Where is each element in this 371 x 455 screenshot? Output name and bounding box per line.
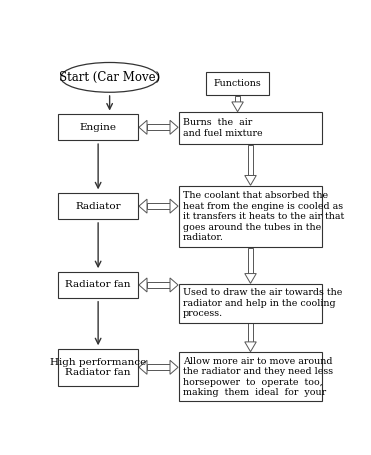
Polygon shape (245, 176, 256, 185)
FancyBboxPatch shape (179, 284, 322, 323)
Text: Functions: Functions (214, 79, 262, 88)
Text: The coolant that absorbed the
heat from the engine is cooled as
it transfers it : The coolant that absorbed the heat from … (183, 192, 344, 242)
FancyBboxPatch shape (58, 349, 138, 386)
Polygon shape (139, 199, 147, 213)
Polygon shape (170, 120, 178, 134)
Text: Burns  the  air
and fuel mixture: Burns the air and fuel mixture (183, 118, 263, 138)
Polygon shape (245, 273, 256, 283)
Polygon shape (170, 278, 178, 292)
Text: Used to draw the air towards the
radiator and help in the cooling
process.: Used to draw the air towards the radiato… (183, 288, 342, 318)
FancyBboxPatch shape (179, 112, 322, 144)
Text: Radiator: Radiator (75, 202, 121, 211)
Text: High performance
Radiator fan: High performance Radiator fan (50, 358, 146, 377)
Text: Start (Car Move): Start (Car Move) (59, 71, 160, 84)
Polygon shape (139, 278, 147, 292)
FancyBboxPatch shape (147, 282, 170, 288)
FancyBboxPatch shape (248, 145, 253, 176)
Polygon shape (170, 360, 178, 374)
Ellipse shape (61, 62, 158, 92)
Polygon shape (245, 342, 256, 352)
FancyBboxPatch shape (248, 324, 253, 342)
Text: Engine: Engine (80, 123, 116, 132)
FancyBboxPatch shape (147, 124, 170, 131)
FancyBboxPatch shape (179, 186, 322, 248)
FancyBboxPatch shape (206, 72, 269, 95)
Text: Allow more air to move around
the radiator and they need less
horsepower  to  op: Allow more air to move around the radiat… (183, 357, 333, 397)
FancyBboxPatch shape (58, 272, 138, 298)
FancyBboxPatch shape (235, 96, 240, 102)
Text: Radiator fan: Radiator fan (65, 280, 131, 289)
FancyBboxPatch shape (58, 193, 138, 219)
Polygon shape (170, 199, 178, 213)
Polygon shape (139, 360, 147, 374)
FancyBboxPatch shape (248, 248, 253, 273)
FancyBboxPatch shape (147, 203, 170, 209)
Polygon shape (139, 120, 147, 134)
Polygon shape (232, 102, 243, 112)
FancyBboxPatch shape (58, 114, 138, 141)
FancyBboxPatch shape (179, 352, 322, 401)
FancyBboxPatch shape (147, 364, 170, 370)
